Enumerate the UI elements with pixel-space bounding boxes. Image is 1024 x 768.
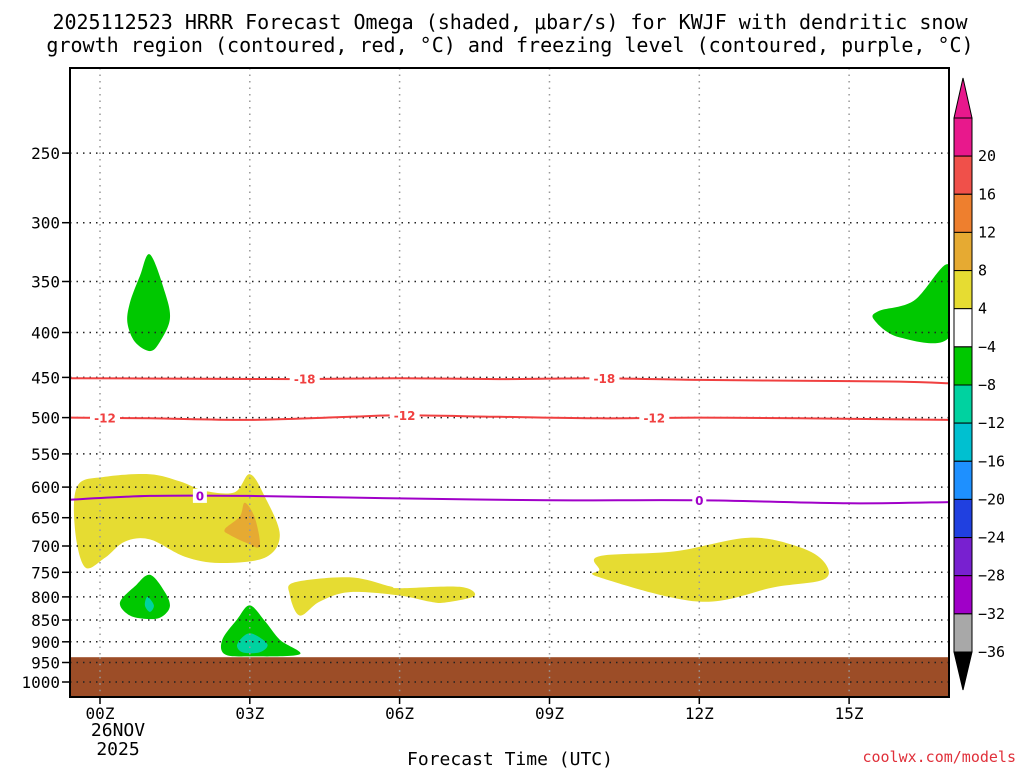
colorbar-swatch-12 [953,575,973,615]
terrain-below-ground [70,657,949,697]
contour-dgz-minus-12 [70,414,949,421]
contour-lines: -18 -18 -12 -12 -12 0 0 [70,371,949,508]
shade-omega-neg-4-8-b [119,574,170,620]
contour-label-bg-freezing-level-1 [692,493,707,508]
ground-layer [70,657,949,697]
colorbar-swatch-7 [953,384,973,424]
y-tick-label-250: 250 [31,144,60,163]
omega-shading [73,254,949,657]
contour-label-bg-dgz-minus-18-0 [289,372,320,386]
y-tick-label-350: 350 [31,273,60,292]
colorbar-label-10: −24 [978,529,1005,547]
plot-area: -18 -18 -12 -12 -12 0 0 [69,67,950,698]
x-axis-label: Forecast Time (UTC) [407,749,613,768]
x-axis-ticks: 00Z 03Z 06Z 09Z 12Z 15Z [86,697,864,723]
colorbar-swatch-13 [953,613,973,653]
x-tick-label-00Z: 00Z [86,704,115,723]
colorbar-label-1: 16 [978,185,996,203]
colorbar-label-11: −28 [978,567,1005,585]
x-tick-label-09Z: 09Z [535,704,564,723]
shade-omega-neg-8-12-a [144,596,154,612]
contour-dgz-minus-18 [70,377,949,385]
y-tick-label-550: 550 [31,445,60,464]
colorbar-swatch-6 [953,346,973,386]
colorbar-swatch-1 [953,155,973,195]
colorbar-high-arrow [953,77,973,119]
chart-title-line2: growth region (contoured, red, °C) and f… [46,33,973,57]
y-tick-label-850: 850 [31,611,60,630]
colorbar-label-2: 12 [978,223,996,241]
contour-label-dgz-minus-12-1: -12 [394,409,416,423]
colorbar-swatch-4 [953,270,973,310]
contour-label-dgz-minus-18-1: -18 [594,372,616,386]
contour-label-bg-dgz-minus-12-1 [389,408,420,423]
colorbar-label-13: −36 [978,643,1005,661]
contour-label-dgz-minus-12-0: -12 [94,411,116,425]
contour-label-dgz-minus-12-2: -12 [643,411,665,425]
shade-omega-neg-8-12-b [236,633,268,654]
colorbar-label-7: −12 [978,414,1005,432]
y-tick-label-1000: 1000 [21,673,60,692]
colorbar-label-0: 20 [978,147,996,165]
colorbar-label-3: 8 [978,262,987,280]
plot-frame [69,67,950,698]
date-label-line2: 2025 [96,739,139,760]
contour-label-bg-freezing-level-0 [192,488,207,503]
contour-freezing-level [70,494,949,505]
x-tick-label-03Z: 03Z [235,704,264,723]
colorbar-low-arrow [953,651,973,691]
y-tick-label-400: 400 [31,324,60,343]
shade-omega-pos-4-8-b [288,577,476,616]
colorbar-swatch-8 [953,422,973,462]
x-tick-label-15Z: 15Z [835,704,864,723]
plot-background [70,68,949,697]
contour-label-dgz-minus-18-0: -18 [294,373,316,387]
colorbar-swatch-2 [953,193,973,233]
x-tick-label-12Z: 12Z [685,704,714,723]
colorbar-label-6: −8 [978,376,996,394]
colorbar-swatch-3 [953,231,973,271]
y-tick-label-750: 750 [31,563,60,582]
shade-omega-pos-4-8-c [591,537,829,602]
contour-label-bg-dgz-minus-12-2 [639,410,670,425]
y-tick-label-650: 650 [31,509,60,528]
y-tick-label-700: 700 [31,537,60,556]
shade-omega-pos-8-12 [224,502,261,548]
date-label-line1: 26NOV [91,720,145,741]
y-tick-label-450: 450 [31,368,60,387]
colorbar-swatch-10 [953,498,973,538]
y-tick-label-500: 500 [31,409,60,428]
colorbar-label-9: −20 [978,490,1005,508]
y-tick-label-800: 800 [31,588,60,607]
colorbar-label-5: −4 [978,338,996,356]
colorbar-swatch-5 [953,308,973,348]
colorbar-swatch-11 [953,537,973,577]
gridlines [70,68,949,697]
chart-title-line1: 2025112523 HRRR Forecast Omega (shaded, … [52,10,968,34]
shade-omega-neg-4-8-d [872,264,949,344]
colorbar-swatch-0 [953,117,973,157]
site-credit: coolwx.com/models [862,748,1016,766]
contour-label-bg-dgz-minus-18-1 [589,371,620,386]
colorbar-swatch-9 [953,460,973,500]
contour-label-freezing-level-1: 0 [695,494,703,508]
y-tick-label-600: 600 [31,478,60,497]
y-tick-label-950: 950 [31,654,60,673]
colorbar-label-8: −16 [978,452,1005,470]
y-axis-ticks: 250 300 350 400 450 500 550 600 650 700 750 800 850 9… [21,144,70,692]
contour-label-freezing-level-0: 0 [196,489,204,503]
x-tick-label-06Z: 06Z [385,704,414,723]
colorbar: 20 16 12 8 4 −4 −8 −12 −16 −20 −24 −28 −32 −36 [953,77,1005,691]
y-tick-label-300: 300 [31,214,60,233]
colorbar-label-12: −32 [978,605,1005,623]
contour-label-bg-dgz-minus-12-0 [90,410,120,425]
shade-omega-neg-4-8-a [127,254,171,352]
colorbar-label-4: 4 [978,300,987,318]
y-tick-label-900: 900 [31,633,60,652]
